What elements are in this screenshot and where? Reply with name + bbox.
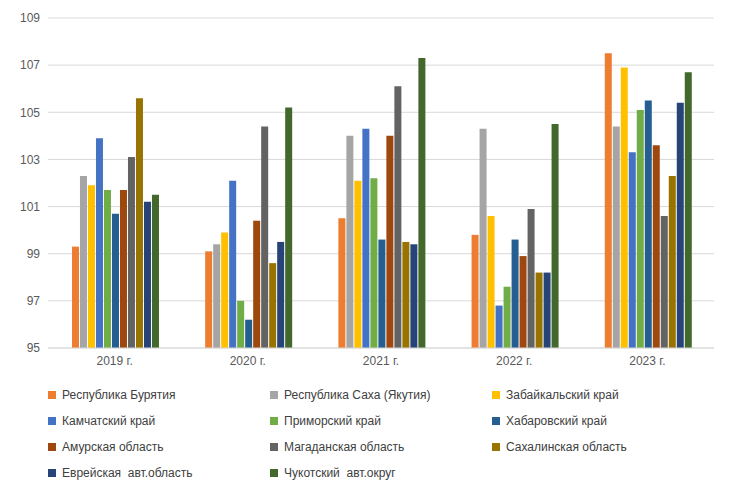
- html-text:Забайкальский край: Забайкальский край: [506, 388, 619, 402]
- html-text:Амурская область: Амурская область: [62, 440, 164, 454]
- html-text:Магаданская область: Магаданская область: [284, 440, 405, 454]
- html-text:Еврейская авт.область: Еврейская авт.область: [62, 466, 193, 480]
- svg-text:109: 109: [20, 11, 40, 25]
- svg-text:2020 г.: 2020 г.: [230, 354, 266, 368]
- svg-text:103: 103: [20, 153, 40, 167]
- svg-text:2023 г.: 2023 г.: [629, 354, 665, 368]
- html-text:Сахалинская область: Сахалинская область: [506, 440, 627, 454]
- html-text:Республика Саха (Якутия): Республика Саха (Якутия): [284, 388, 431, 402]
- svg-text:99: 99: [27, 247, 41, 261]
- html-text:Хабаровский край: Хабаровский край: [506, 414, 607, 428]
- svg-text:101: 101: [20, 200, 40, 214]
- html-text:Приморский край: Приморский край: [284, 414, 381, 428]
- svg-text:105: 105: [20, 106, 40, 120]
- html-text:Республика Бурятия: Республика Бурятия: [62, 388, 176, 402]
- svg-text:2022 г.: 2022 г.: [496, 354, 532, 368]
- svg-text:2019 г.: 2019 г.: [96, 354, 132, 368]
- svg-text:2021 г.: 2021 г.: [363, 354, 399, 368]
- svg-text:97: 97: [27, 294, 41, 308]
- html-text:Камчатский край: Камчатский край: [62, 414, 156, 428]
- svg-text:107: 107: [20, 58, 40, 72]
- svg-text:95: 95: [27, 341, 41, 355]
- html-text:Чукотский авт.округ: Чукотский авт.округ: [284, 466, 396, 480]
